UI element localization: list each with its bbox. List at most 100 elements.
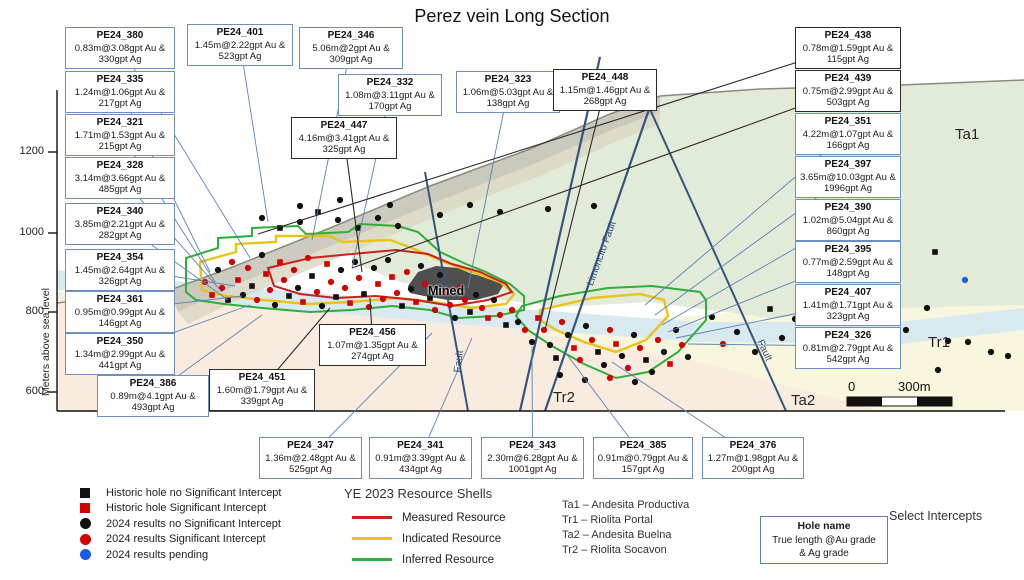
drillhole-marker-cr [478, 304, 486, 312]
callout-pe24_351: PE24_351 4.22m@1.07gpt Au & 166gpt Ag [795, 113, 901, 156]
legend-item-label: 2024 results pending [106, 548, 209, 561]
intercept-grade-label: 1.24m@1.06gpt Au & 217gpt Ag [74, 86, 166, 110]
resource-shells-legend-title: YE 2023 Resource Shells [344, 486, 493, 501]
drillhole-marker-cr [304, 254, 312, 262]
drillhole-marker-cb [618, 352, 626, 360]
drillhole-marker-cb [631, 378, 639, 386]
intercept-grade-label: 1.27m@1.98gpt Au & 200gpt Ag [707, 452, 799, 476]
drillhole-marker-hb [309, 273, 315, 279]
shell-legend-label: Measured Resource [402, 511, 506, 524]
hole-id-label: PE24_448 [581, 72, 629, 83]
drillhole-marker-cr [606, 326, 614, 334]
drillhole-marker-cb [630, 331, 638, 339]
callout-pe24_439: PE24_439 0.75m@2.99gpt Au & 503gpt Ag [795, 70, 901, 113]
circle-swatch [79, 533, 91, 545]
drillhole-marker-cr [290, 266, 298, 274]
intercept-grade-label: 0.78m@1.59gpt Au & 115gpt Ag [802, 42, 894, 66]
drillhole-marker-cb [214, 266, 222, 274]
drillhole-marker-cb [296, 202, 304, 210]
drillhole-marker-cb [384, 256, 392, 264]
drillhole-marker-cb [684, 353, 692, 361]
callout-connector [654, 174, 849, 316]
hole-id-label: PE24_328 [96, 160, 144, 171]
callout-pe24_335: PE24_335 1.24m@1.06gpt Au & 217gpt Ag [65, 71, 175, 114]
intercept-grade-label: 5.06m@2gpt Au & 309gpt Ag [312, 42, 390, 66]
intercept-grade-label: 0.95m@0.99gpt Au & 146gpt Ag [74, 306, 166, 330]
hole-id-label: PE24_346 [327, 30, 375, 41]
drillhole-marker-cr [379, 295, 387, 303]
shell-line-swatch [352, 537, 392, 540]
intercept-grade-label: 1.07m@1.35gpt Au & 274gpt Ag [327, 339, 418, 363]
legend-item-label: 2024 results Significant Intercept [106, 533, 266, 546]
drillhole-marker-cb [582, 322, 590, 330]
intercept-grade-label: 0.83m@3.08gpt Au & 330gpt Ag [74, 42, 166, 66]
drillhole-marker-cr [341, 284, 349, 292]
unit-label-tr1: Tr1 [928, 334, 950, 351]
square-marker-icon [72, 503, 98, 514]
drillhole-marker-hr [209, 292, 215, 298]
hole-key-line2: & Ag grade [799, 547, 849, 559]
callout-pe24_350: PE24_350 1.34m@2.99gpt Au & 441gpt Ag [65, 333, 175, 376]
drillhole-marker-cr [218, 284, 226, 292]
drillhole-marker-cb [581, 376, 589, 384]
hole-key-line1: True length @Au grade [772, 534, 876, 546]
drillhole-marker-cr [393, 289, 401, 297]
drillhole-marker-cr [654, 336, 662, 344]
callout-pe24_346: PE24_346 5.06m@2gpt Au & 309gpt Ag [299, 27, 403, 70]
callout-pe24_451: PE24_451 1.60m@1.79gpt Au & 339gpt Ag [209, 369, 315, 412]
legend-item: 2024 results Significant Intercept [72, 532, 281, 548]
callout-pe24_438: PE24_438 0.78m@1.59gpt Au & 115gpt Ag [795, 27, 901, 70]
drillhole-marker-cb [923, 304, 931, 312]
drillhole-marker-cr [403, 268, 411, 276]
drillhole-marker-hr [277, 259, 283, 265]
drillhole-marker-hr [413, 299, 419, 305]
drillhole-marker-hr [389, 274, 395, 280]
drillhole-marker-cr [606, 374, 614, 382]
hole-id-label: PE24_397 [824, 159, 872, 170]
callout-connector [257, 45, 849, 235]
hole-id-label: PE24_351 [824, 116, 872, 127]
drillhole-marker-cb [902, 326, 910, 334]
intercept-grade-label: 1.08m@3.11gpt Au & 170gpt Ag [345, 89, 435, 113]
drillhole-marker-cb [751, 348, 759, 356]
drillhole-marker-cb [239, 291, 247, 299]
intercept-grade-label: 4.16m@3.41gpt Au & 325gpt Ag [298, 132, 390, 156]
fault-line-east [639, 86, 787, 412]
limoncito-fault-line-b [543, 91, 657, 412]
scalebar-end-label: 300m [898, 379, 931, 394]
hole-id-label: PE24_343 [509, 440, 556, 451]
intercept-grade-label: 1.60m@1.79gpt Au & 339gpt Ag [216, 384, 308, 408]
drillhole-marker-cr [678, 341, 686, 349]
drillhole-marker-cr [280, 276, 288, 284]
drillhole-marker-cb [660, 348, 668, 356]
drillhole-marker-hb [399, 303, 405, 309]
hole-id-label: PE24_451 [238, 372, 286, 383]
hole-id-label: PE24_439 [824, 73, 872, 84]
drillhole-marker-hb [595, 349, 601, 355]
drillhole-marker-cb [451, 314, 459, 322]
drillhole-marker-cb [370, 264, 378, 272]
callout-connector [467, 89, 509, 289]
drillhole-marker-cr [228, 258, 236, 266]
hole-id-label: PE24_447 [320, 120, 368, 131]
hole-id-label: PE24_341 [397, 440, 444, 451]
drillhole-marker-cr [508, 306, 516, 314]
rock-type-entry: Ta2 – Andesita Buelna [562, 529, 672, 541]
drillhole-marker-cb [407, 285, 415, 293]
drillhole-marker-hr [457, 285, 463, 291]
hole-id-label: PE24_354 [96, 252, 144, 263]
callout-pe24_448: PE24_448 1.15m@1.46gpt Au & 268gpt Ag [553, 69, 657, 112]
drillhole-marker-hb [427, 295, 433, 301]
callout-pe24_326: PE24_326 0.81m@2.79gpt Au & 542gpt Ag [795, 327, 901, 370]
drillhole-marker-cb [556, 371, 564, 379]
drillhole-marker-cr [244, 264, 252, 272]
drillhole-marker-cb [436, 271, 444, 279]
shell-legend-item: Indicated Resource [344, 528, 506, 549]
drillhole-marker-cb [544, 205, 552, 213]
scale-bar [846, 396, 953, 407]
drillhole-marker-hr [263, 271, 269, 277]
drillhole-marker-cb [987, 348, 995, 356]
rock-type-entry: Tr2 – Riolita Socavon [562, 544, 667, 556]
callout-connector [544, 87, 606, 331]
callout-pe24_401: PE24_401 1.45m@2.22gpt Au & 523gpt Ag [187, 24, 293, 67]
